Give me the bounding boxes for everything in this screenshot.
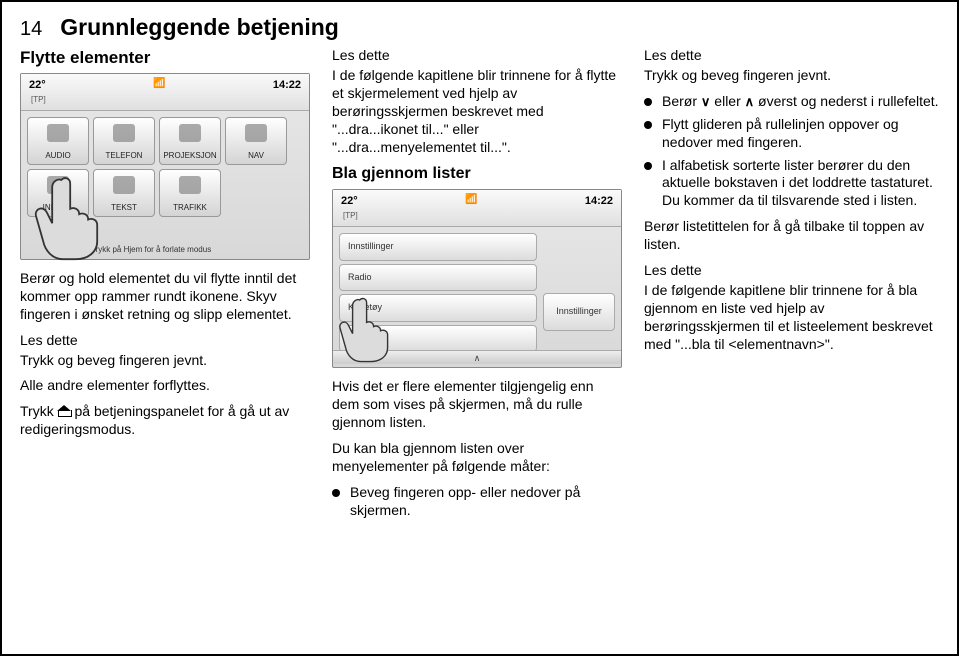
status-time: 14:22 <box>273 78 301 106</box>
les-dette-label: Les dette <box>644 262 939 280</box>
screenshot-list: 22°[TP] 📶 14:22 Innstillinger Radio Kjør… <box>332 189 622 368</box>
screenshot-body: AUDIO TELEFON PROJEKSJON NAV INNSTIL TEK… <box>21 111 309 259</box>
list-item: Kjøretøy <box>339 294 537 322</box>
columns: Flytte elementer 22°[TP] 📶 14:22 AUDIO T… <box>20 47 939 627</box>
screenshot-statusbar: 22°[TP] 📶 14:22 <box>333 190 621 227</box>
col1-heading: Flytte elementer <box>20 47 310 69</box>
col1-p4: Trykk på betjeningspanelet for å gå ut a… <box>20 403 310 439</box>
bottom-bar: ∧ <box>333 350 621 364</box>
status-icons: 📶 <box>465 194 477 222</box>
app-icon: TEKST <box>93 169 155 217</box>
app-icon: NAV <box>225 117 287 165</box>
page-number: 14 <box>20 18 42 41</box>
bullet-item: Beveg fingeren opp- eller nedover på skj… <box>332 484 622 520</box>
col3-bullets: Berør ∨ eller ∧ øverst og nederst i rull… <box>644 93 939 210</box>
col1-p2: Trykk og beveg fingeren jevnt. <box>20 352 310 370</box>
list-item: etooth <box>339 325 537 353</box>
app-icon: PROJEKSJON <box>159 117 221 165</box>
header: 14 Grunnleggende betjening <box>20 14 939 41</box>
column-2: Les dette I de følgende kapitlene blir t… <box>332 47 622 627</box>
col2-p3: Du kan bla gjennom listen over menyeleme… <box>332 440 622 476</box>
app-icon: TRAFIKK <box>159 169 221 217</box>
status-temp: 22°[TP] <box>29 78 46 106</box>
list-item: Innstillinger <box>339 233 537 261</box>
col2-p1: I de følgende kapitlene blir trinnene fo… <box>332 67 622 157</box>
bullet-item: Flytt glideren på rullelinjen oppover og… <box>644 116 939 152</box>
chevron-down-icon: ∨ <box>701 94 711 109</box>
screenshot-body: Innstillinger Radio Kjøretøy etooth Inns… <box>333 227 621 367</box>
status-icons: 📶 <box>153 78 165 106</box>
page-frame: 14 Grunnleggende betjening Flytte elemen… <box>0 0 959 656</box>
col2-bullets: Beveg fingeren opp- eller nedover på skj… <box>332 484 622 520</box>
status-temp: 22°[TP] <box>341 194 358 222</box>
icon-grid: AUDIO TELEFON PROJEKSJON NAV INNSTIL TEK… <box>27 117 303 217</box>
les-dette-label: Les dette <box>20 332 310 350</box>
app-icon: AUDIO <box>27 117 89 165</box>
col3-p1: Trykk og beveg fingeren jevnt. <box>644 67 939 85</box>
col2-p2: Hvis det er flere elementer tilgjengelig… <box>332 378 622 432</box>
screenshot-icons: 22°[TP] 📶 14:22 AUDIO TELEFON PROJEKSJON… <box>20 73 310 260</box>
screenshot-statusbar: 22°[TP] 📶 14:22 <box>21 74 309 111</box>
home-icon <box>58 406 71 417</box>
screenshot-tip: Trykk på Hjem for å forlate modus <box>91 245 211 255</box>
status-time: 14:22 <box>585 194 613 222</box>
les-dette-label: Les dette <box>332 47 622 65</box>
les-dette-label: Les dette <box>644 47 939 65</box>
col3-p2: Berør listetittelen for å gå tilbake til… <box>644 218 939 254</box>
col1-p3: Alle andre elementer forflyttes. <box>20 377 310 395</box>
col2-heading2: Bla gjennom lister <box>332 164 622 184</box>
settings-list: Innstillinger Radio Kjøretøy etooth <box>339 233 537 361</box>
list-item: Radio <box>339 264 537 292</box>
column-1: Flytte elementer 22°[TP] 📶 14:22 AUDIO T… <box>20 47 310 627</box>
chapter-title: Grunnleggende betjening <box>60 14 339 41</box>
bullet-item: Berør ∨ eller ∧ øverst og nederst i rull… <box>644 93 939 111</box>
column-3: Les dette Trykk og beveg fingeren jevnt.… <box>644 47 939 627</box>
bullet-item: I alfabetisk sorterte lister berører du … <box>644 157 939 211</box>
chevron-up-icon: ∧ <box>745 94 755 109</box>
app-icon: INNSTIL <box>27 169 89 217</box>
app-icon: TELEFON <box>93 117 155 165</box>
col3-p3: I de følgende kapitlene blir trinnene fo… <box>644 282 939 354</box>
col1-p1: Berør og hold elementet du vil flytte in… <box>20 270 310 324</box>
list-row: Innstillinger Radio Kjøretøy etooth Inns… <box>339 233 615 361</box>
side-button: Innstillinger <box>543 293 615 331</box>
